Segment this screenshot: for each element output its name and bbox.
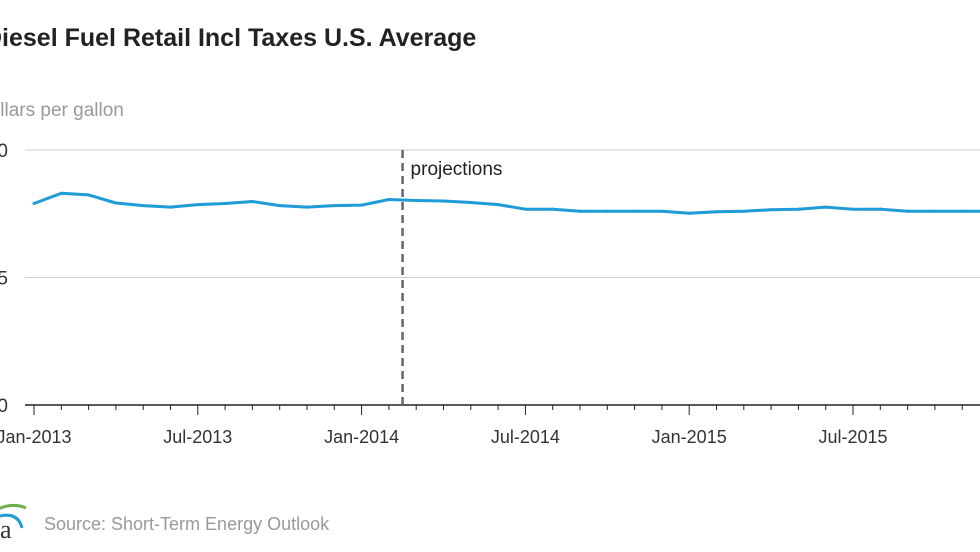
- data-point: [605, 209, 609, 213]
- data-point: [305, 205, 309, 209]
- data-point: [687, 211, 691, 215]
- data-point: [223, 202, 227, 206]
- source-note: Source: Short-Term Energy Outlook: [44, 514, 330, 534]
- x-tick-label: Jul-2014: [491, 427, 560, 447]
- data-point: [114, 201, 118, 205]
- data-point: [196, 203, 200, 207]
- data-point: [578, 209, 582, 213]
- data-point: [141, 204, 145, 208]
- x-tick-label: Jul-2015: [818, 427, 887, 447]
- data-point: [32, 202, 36, 206]
- x-tick-label: Jan-2015: [652, 427, 727, 447]
- data-point: [59, 191, 63, 195]
- data-point: [250, 200, 254, 204]
- x-tick-label: Jan-2014: [324, 427, 399, 447]
- y-tick-label: 0.0: [0, 396, 8, 417]
- data-point: [523, 207, 527, 211]
- data-point: [824, 205, 828, 209]
- data-point: [851, 207, 855, 211]
- data-point: [906, 209, 910, 213]
- data-point: [633, 209, 637, 213]
- data-point: [87, 193, 91, 197]
- y-axis-label: Dollars per gallon: [0, 100, 124, 121]
- data-point: [715, 210, 718, 214]
- data-point: [387, 197, 391, 201]
- data-point: [796, 207, 800, 211]
- series-line: [33, 191, 980, 215]
- eia-logo: a: [0, 503, 27, 544]
- data-point: [442, 199, 445, 203]
- data-point: [360, 203, 364, 207]
- data-point: [551, 207, 555, 211]
- projections-annotation: projections: [411, 159, 503, 180]
- data-point: [960, 209, 964, 213]
- data-point: [496, 203, 500, 207]
- data-point: [169, 205, 172, 209]
- data-point: [769, 208, 773, 212]
- svg-text:a: a: [0, 515, 12, 544]
- x-tick-label: Jul-2013: [163, 427, 232, 447]
- data-point: [332, 204, 336, 208]
- data-point: [469, 201, 473, 205]
- y-tick-label: 5.0: [0, 141, 8, 162]
- data-point: [278, 204, 282, 208]
- data-point: [660, 209, 664, 213]
- chart-title: Diesel Fuel Retail Incl Taxes U.S. Avera…: [0, 24, 477, 52]
- x-tick-label: Jan-2013: [0, 427, 72, 447]
- data-point: [878, 207, 882, 211]
- data-point: [742, 209, 746, 213]
- data-point: [414, 198, 418, 202]
- data-point: [933, 209, 937, 213]
- y-tick-label: 2.5: [0, 269, 8, 290]
